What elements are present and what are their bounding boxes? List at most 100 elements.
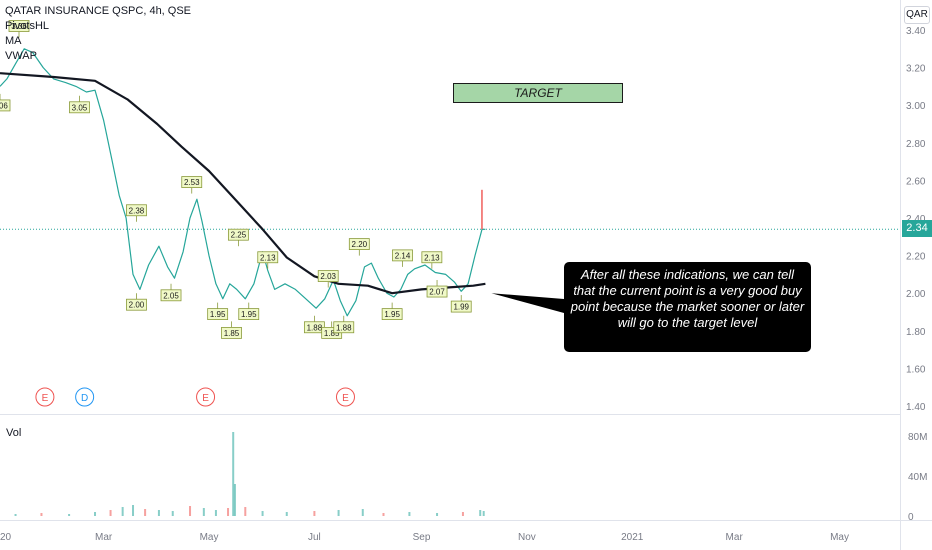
pivot-label: 2.38 [129, 206, 145, 215]
earnings-event-label: E [342, 393, 349, 404]
volume-bar [144, 509, 147, 516]
pivot-label-box [69, 101, 90, 114]
volume-bar [68, 514, 71, 516]
volume-bar [40, 513, 43, 516]
time-axis-tick: 2021 [621, 532, 644, 543]
volume-bar [233, 484, 236, 516]
volume-indicator-label[interactable]: Vol [6, 427, 22, 439]
dividend-event-marker [75, 387, 95, 407]
pivot-label-box [317, 270, 339, 282]
volume-bar [408, 512, 411, 516]
pivot-label-box [381, 308, 403, 321]
pivot-label-box [0, 99, 11, 112]
pivot-label: 1.95 [241, 310, 257, 319]
pivot-label-box [8, 20, 30, 32]
symbol-title[interactable]: QATAR INSURANCE QSPC, 4h, QSE [5, 5, 192, 17]
pivot-label-box [160, 289, 182, 302]
earnings-event-label: E [202, 393, 209, 404]
pivot-label-box [181, 176, 203, 188]
price-axis-tick: 3.40 [906, 26, 926, 37]
pivot-label-box [392, 249, 413, 262]
earnings-event-marker [335, 387, 355, 407]
chart-legend: QATAR INSURANCE QSPC, 4h, QSE PivotsHL M… [5, 4, 191, 64]
volume-bar [227, 508, 230, 516]
pivot-label: 3.05 [72, 103, 88, 112]
time-axis-tick: May [830, 532, 849, 543]
earnings-event-label: E [42, 393, 49, 404]
volume-bar [94, 512, 97, 516]
price-axis-tick: 2.20 [906, 252, 926, 263]
time-axis-tick: May [200, 532, 219, 543]
indicator-ma[interactable]: MA [5, 35, 22, 47]
volume-axis-tick: 0 [908, 512, 914, 523]
volume-bar [261, 511, 264, 516]
volume-bar [382, 513, 385, 516]
volume-bar [132, 505, 135, 516]
volume-bar [313, 511, 316, 516]
pivot-label: 2.13 [424, 253, 440, 262]
pivot-label: 1.85 [324, 329, 340, 338]
volume-bar [109, 510, 112, 516]
pivot-label-box [221, 326, 242, 339]
pivot-label: 2.53 [184, 178, 200, 187]
pivot-label-box [126, 298, 147, 311]
target-zone-label[interactable]: TARGET [453, 83, 623, 103]
pivot-label-box [450, 300, 472, 313]
analysis-callout[interactable]: After all these indications, we can tell… [564, 262, 811, 352]
currency-button[interactable]: QAR [904, 6, 930, 24]
volume-bar [171, 511, 174, 516]
indicator-pivotshl[interactable]: PivotsHL [5, 20, 50, 32]
moving-average-line [0, 72, 486, 295]
pivot-label-box [257, 251, 279, 264]
pivot-label: 1.99 [453, 303, 469, 312]
price-axis-tick: 1.60 [906, 364, 926, 375]
pivot-label-box [348, 238, 370, 251]
volume-axis-tick: 80M [908, 432, 927, 443]
volume-bar [479, 510, 482, 516]
pivot-label-box [421, 251, 443, 264]
pivot-label: 2.07 [429, 288, 445, 297]
time-axis-tick: Sep [413, 532, 431, 543]
pivot-label: 2.25 [231, 231, 247, 240]
earnings-event-marker [196, 387, 216, 407]
volume-bar [244, 507, 247, 516]
volume-bar [232, 432, 235, 516]
volume-bar [337, 510, 340, 516]
dividend-event-label: D [81, 393, 88, 404]
pivot-label-box [238, 308, 260, 321]
time-axis-tick: Mar [726, 532, 744, 543]
volume-pane-separator [0, 414, 900, 415]
pivot-label: 2.03 [320, 272, 336, 281]
time-axis-tick: Mar [95, 532, 113, 543]
current-price-badge: 2.34 [902, 220, 932, 237]
price-axis-tick: 2.40 [906, 214, 926, 225]
price-axis-tick: 3.00 [906, 101, 926, 112]
volume-bar [214, 510, 217, 516]
volume-bar [482, 511, 485, 516]
volume-bar [202, 508, 205, 516]
time-axis-tick: 2020 [0, 532, 12, 543]
pivot-label-box [207, 308, 229, 321]
price-axis-tick: 2.80 [906, 139, 926, 150]
pivot-label: 1.88 [307, 323, 323, 332]
indicator-vwap[interactable]: VWAP [5, 50, 37, 62]
pivot-label: 2.00 [129, 301, 145, 310]
pivot-label: 1.95 [384, 310, 400, 319]
pivot-label: 2.13 [260, 253, 276, 262]
price-axis-tick: 2.00 [906, 289, 926, 300]
pivot-label-box [426, 285, 448, 298]
price-axis-tick: 1.40 [906, 402, 926, 413]
pivot-label: 2.20 [352, 240, 368, 249]
volume-bar [121, 507, 124, 516]
pivot-label-box [333, 321, 355, 334]
pivot-label: 2.14 [395, 251, 411, 260]
volume-bar [361, 509, 364, 516]
earnings-event-marker [35, 387, 55, 407]
pivot-label: 1.95 [210, 310, 226, 319]
volume-bar [285, 512, 288, 516]
pivot-label: 3.36 [11, 22, 27, 31]
price-axis-tick: 1.80 [906, 327, 926, 338]
time-axis-tick: Jul [308, 532, 321, 543]
pivot-label: 1.85 [224, 329, 240, 338]
